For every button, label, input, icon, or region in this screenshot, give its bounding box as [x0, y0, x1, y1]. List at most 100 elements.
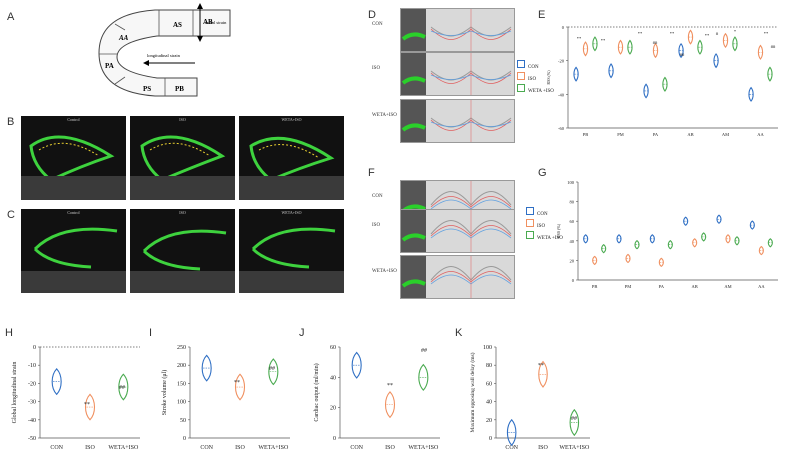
strip-label: CON [372, 22, 383, 27]
significance-marker-e: ** [764, 31, 769, 36]
x-category-label: AA [757, 132, 764, 137]
significance-marker: ## [119, 385, 125, 391]
violin-ISO [384, 391, 396, 419]
violin-WETA+ISO [418, 363, 429, 391]
x-category-label: AM [722, 132, 729, 137]
y-tick-label: 0 [333, 436, 336, 442]
y-tick-label: 250 [177, 345, 186, 351]
x-category-label: ISO [538, 445, 548, 451]
y-tick-label: 40 [570, 239, 575, 244]
radial-strain-label: radial strain [205, 20, 227, 25]
violin-PB-0 [573, 66, 579, 82]
panel-label-h: H [5, 327, 13, 339]
panel-label-f: F [368, 167, 375, 179]
x-category-label: PB [592, 284, 598, 289]
violin-CON [201, 354, 212, 382]
x-category-label: ISO [85, 445, 95, 451]
strip-label: CON [372, 194, 383, 199]
strip-label: WETA+ISO [372, 269, 397, 274]
violin-PM-2 [634, 240, 640, 250]
strain-strip [400, 255, 515, 299]
y-tick-label: -10 [28, 363, 36, 369]
violin-PA-2 [662, 76, 668, 92]
violin-WETA+ISO [118, 373, 129, 401]
violin-PA-1 [652, 42, 659, 59]
violin-PM-0 [608, 63, 614, 79]
violin-AA-1 [758, 245, 764, 256]
violin-AB-2 [701, 232, 707, 242]
panel-label-a: A [7, 11, 15, 23]
violin-AM-1 [722, 32, 729, 49]
x-category-label: WETA+ISO [559, 445, 590, 451]
violin-AM-0 [716, 214, 722, 224]
violin-AB-1 [692, 238, 698, 248]
panel-label-i: I [149, 327, 153, 339]
panel-label-b: B [7, 116, 15, 128]
significance-marker: ## [269, 366, 275, 372]
significance-marker-e: ** [638, 31, 643, 36]
panel-label-d: D [368, 9, 376, 21]
violin-PB-1 [582, 41, 589, 57]
x-category-label: AB [692, 284, 698, 289]
echo-b-iso: ISO [130, 116, 235, 200]
violin-PM-1 [625, 253, 631, 264]
y-tick-label: 20 [330, 406, 336, 412]
y-axis-label: Maximum opposing wall delay (ms) [469, 352, 476, 432]
strain-strip [400, 209, 515, 253]
violin-PB-2 [601, 243, 607, 254]
y-tick-label: -60 [558, 126, 565, 131]
violin-CON [51, 368, 62, 396]
legend-e: CON ISO WETA +ISO [517, 60, 554, 96]
y-tick-label: 150 [177, 381, 186, 387]
significance-marker-e: # [716, 31, 719, 36]
violin-PA-0 [643, 83, 649, 99]
y-tick-label: 40 [330, 375, 336, 381]
violin-AB-0 [678, 42, 684, 59]
violin-AA-1 [757, 44, 764, 60]
violin-PA-1 [658, 257, 664, 268]
violin-WETA+ISO [268, 358, 279, 386]
x-category-label: PA [659, 284, 665, 289]
x-category-label: WETA+ISO [258, 445, 289, 451]
x-category-label: WETA+ISO [108, 445, 139, 451]
y-tick-label: 20 [486, 418, 492, 424]
x-category-label: AB [687, 132, 693, 137]
violin-PM-2 [627, 39, 633, 55]
x-category-label: CON [505, 445, 518, 451]
x-category-label: ISO [385, 445, 395, 451]
x-category-label: CON [50, 445, 63, 451]
echo-c-control: Control [21, 209, 126, 293]
violin-CON [506, 418, 517, 447]
y-tick-label: 80 [486, 363, 492, 369]
segment-ab: AB [203, 18, 213, 26]
violin-AA-2 [767, 66, 773, 82]
segment-aa: AA [118, 34, 129, 42]
y-tick-label: -30 [28, 400, 36, 406]
violin-AB-2 [697, 39, 703, 55]
y-axis-label: Cardiac output (ml/min) [313, 363, 320, 421]
significance-marker-e: ## [653, 40, 658, 45]
violin-AM-0 [713, 53, 719, 69]
significance-marker-e: ## [680, 52, 685, 57]
y-tick-label: 60 [570, 219, 575, 224]
y-tick-label: 100 [177, 400, 186, 406]
x-category-label: ISO [235, 445, 245, 451]
x-category-label: PB [583, 132, 589, 137]
violin-PA-2 [667, 240, 673, 250]
echo-c-weta: WETA+ISO [239, 209, 344, 293]
violin-PM-1 [617, 39, 624, 55]
significance-marker: ## [421, 348, 427, 354]
y-tick-label: 100 [483, 345, 492, 351]
segment-ps: PS [143, 85, 151, 93]
panel-label-k: K [455, 327, 463, 339]
y-tick-label: 200 [177, 363, 186, 369]
significance-marker-e: ** [670, 31, 675, 36]
significance-marker: ## [571, 416, 577, 422]
y-axis-label: RSS (%) [546, 70, 551, 85]
y-axis-label: RSS (%) [556, 223, 561, 238]
significance-marker-e: ** [601, 38, 606, 43]
y-tick-label: 0 [562, 25, 565, 30]
significance-marker-e: * [734, 29, 737, 34]
y-tick-label: 20 [570, 258, 575, 263]
